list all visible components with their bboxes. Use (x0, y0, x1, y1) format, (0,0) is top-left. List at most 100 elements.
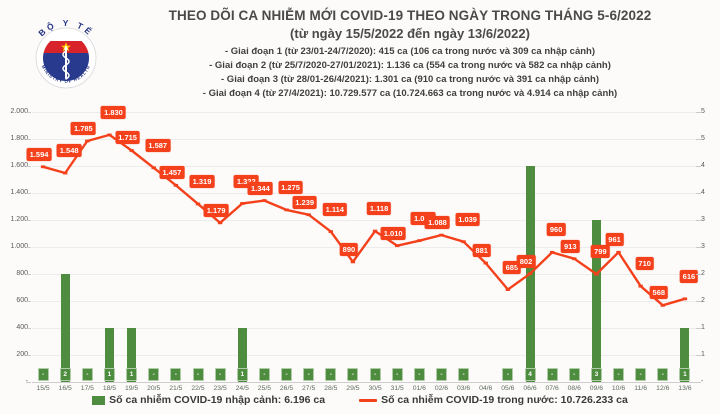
legend-domestic: Số ca nhiễm COVID-19 trong nước: 10.726.… (359, 394, 628, 406)
right-axis-label: 1 (701, 324, 705, 331)
imported-cases-bar-label: - (391, 368, 403, 381)
date-label: 17/5 (80, 385, 94, 392)
imported-cases-bar (104, 328, 114, 382)
date-label: 10/6 (611, 385, 626, 392)
line-marker (85, 139, 90, 143)
left-tick (26, 328, 31, 329)
line-marker (572, 257, 577, 261)
imported-cases-bar-label: - (281, 368, 293, 381)
date-label: 27/5 (302, 385, 316, 392)
left-tick (26, 139, 31, 140)
domestic-cases-point-label: 1.457 (159, 166, 185, 180)
imported-cases-bar-label: - (325, 368, 337, 381)
right-axis-label: 2 (701, 270, 705, 277)
domestic-cases-point-label: 913 (561, 239, 580, 253)
date-label: 26/5 (279, 385, 294, 392)
date-label: 02/6 (434, 385, 449, 392)
date-label: 05/6 (501, 385, 515, 392)
line-marker (217, 221, 223, 225)
right-tick (696, 193, 701, 194)
line-marker (195, 202, 201, 206)
line-marker (483, 261, 488, 265)
domestic-cases-point-label: 1.118 (366, 202, 392, 216)
date-label: 19/5 (124, 385, 139, 392)
domestic-cases-point-label: 890 (339, 242, 359, 256)
domestic-cases-point-label: 1.715 (115, 131, 140, 145)
date-label: 13/6 (678, 385, 692, 392)
imported-cases-bar-label: - (148, 368, 160, 381)
date-label: 12/6 (656, 385, 670, 392)
chart-subtitle: (từ ngày 15/5/2022 đến ngày 13/6/2022) (290, 26, 530, 41)
imported-cases-bar-label: - (81, 368, 93, 381)
date-label: 21/5 (169, 385, 183, 392)
imported-cases-bar-label: 1 (126, 368, 138, 381)
imported-cases-bar-label: 1 (236, 368, 248, 381)
date-label: 07/6 (545, 385, 559, 392)
chart-legend: Số ca nhiễm COVID-19 nhập cảnh: 6.196 ca… (0, 394, 720, 406)
gridline (32, 193, 696, 194)
imported-cases-bar-label: - (192, 368, 204, 381)
left-axis-label: 1.000 (10, 243, 28, 250)
line-marker (549, 251, 555, 254)
domestic-cases-point-label: 1.548 (56, 144, 82, 158)
line-marker (616, 250, 621, 254)
left-axis-label: 1.600 (10, 162, 28, 169)
line-marker (306, 213, 311, 217)
right-axis-label: 5 (701, 135, 705, 142)
imported-cases-bar-label: - (546, 368, 558, 381)
line-marker (638, 284, 643, 288)
domestic-cases-point-label: 961 (605, 233, 624, 247)
date-label: 03/6 (456, 385, 471, 392)
gridline (32, 355, 696, 356)
right-tick (696, 301, 701, 302)
imported-cases-bar (680, 328, 690, 382)
line-marker (173, 183, 179, 187)
domestic-cases-point-label: 1.010 (380, 226, 406, 240)
left-axis-label: 200 (16, 351, 28, 358)
right-tick (696, 355, 701, 356)
left-axis-label: 1.800 (10, 135, 28, 142)
line-marker (328, 230, 333, 234)
domestic-cases-point-label: 1.594 (26, 147, 52, 161)
date-label: 23/5 (213, 385, 227, 392)
gridline (32, 112, 696, 113)
chart-header: THEO DÕI CA NHIỄM MỚI COVID-19 THEO NGÀY… (110, 8, 710, 101)
date-label: 28/5 (324, 385, 338, 392)
line-marker (151, 166, 156, 170)
gridline (32, 328, 696, 329)
domestic-cases-point-label: 1.587 (145, 138, 171, 152)
left-tick (26, 247, 31, 248)
right-tick (696, 112, 701, 113)
line-marker (262, 199, 267, 202)
gridline (32, 139, 696, 140)
date-label: 30/5 (368, 385, 382, 392)
left-tick (26, 220, 31, 221)
left-tick (26, 382, 31, 383)
line-marker (240, 202, 245, 205)
domestic-cases-point-label: 1.830 (101, 105, 126, 119)
domestic-cases-point-label: 1.039 (455, 212, 480, 226)
imported-cases-bar (591, 220, 601, 382)
imported-cases-bar-label: - (435, 368, 447, 381)
right-axis-label: - (701, 378, 704, 385)
imported-cases-bar-label: - (170, 368, 182, 381)
imported-cases-bar-label: - (37, 368, 49, 381)
line-marker (594, 272, 599, 276)
line-marker (417, 239, 422, 243)
date-label: 25/5 (257, 385, 271, 392)
domestic-cases-point-label: 685 (502, 260, 522, 274)
phase-3-note: - Giai đoạn 3 (từ 28/01-26/4/2021): 1.30… (221, 74, 599, 85)
right-tick (696, 274, 701, 275)
domestic-cases-line (40, 133, 688, 307)
left-axis-label: 1.400 (10, 189, 28, 196)
imported-cases-bar (127, 328, 137, 382)
gridline (32, 382, 696, 383)
imported-cases-bar-label: - (568, 368, 580, 381)
line-marker (372, 229, 378, 233)
date-label: 31/5 (390, 385, 404, 392)
domestic-cases-point-label: 1.275 (278, 180, 303, 194)
phase-4-note: - Giai đoạn 4 (từ 27/4/2021): 10.729.577… (202, 88, 618, 99)
legend-imported-label: Số ca nhiễm COVID-19 nhập cảnh: 6.196 ca (109, 394, 326, 406)
domestic-cases-point-label: 1.179 (203, 203, 229, 217)
imported-cases-bar-label: - (458, 368, 470, 381)
